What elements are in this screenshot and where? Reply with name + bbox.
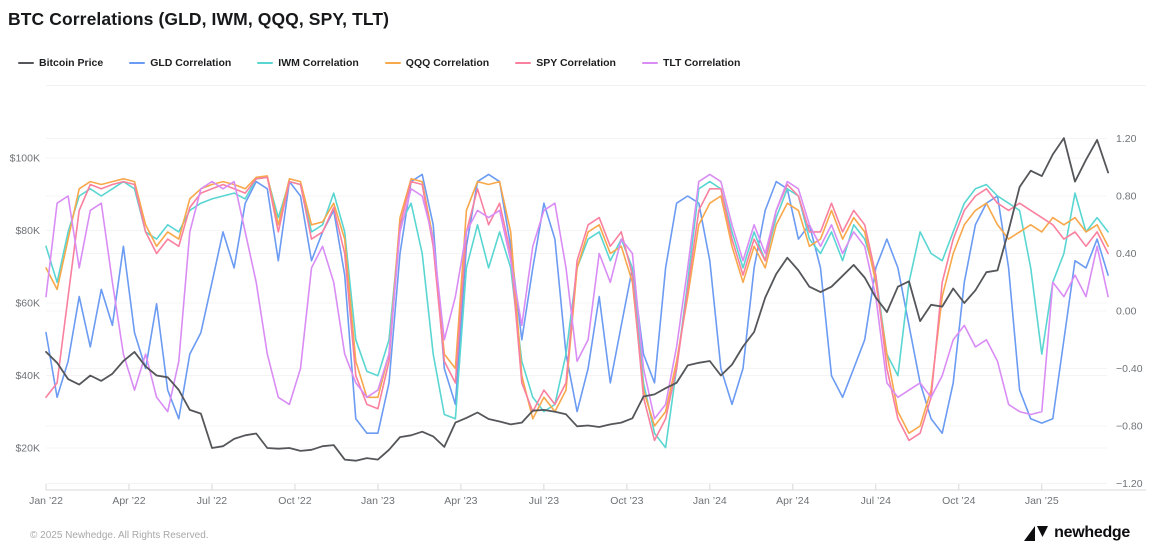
series-line-qqq: [45, 175, 1109, 435]
legend-item-bitcoin[interactable]: Bitcoin Price: [18, 57, 103, 69]
x-axis-label: Jan ’22: [29, 495, 63, 507]
legend-swatch-icon: [641, 61, 658, 65]
legend-item-label: GLD Correlation: [150, 57, 232, 69]
right-axis-label: 1.20: [1116, 133, 1137, 145]
legend-divider: [46, 85, 1146, 86]
legend-item-qqq[interactable]: QQQ Correlation: [384, 57, 490, 69]
legend-item-gld[interactable]: GLD Correlation: [129, 57, 231, 69]
x-axis-label: Apr ’24: [776, 495, 809, 507]
series-line-tlt: [45, 173, 1109, 420]
legend-swatch-icon: [18, 61, 34, 65]
left-axis-label: $100K: [10, 153, 40, 165]
legend-item-iwm[interactable]: IWM Correlation: [257, 57, 359, 69]
legend-swatch-icon: [257, 61, 274, 65]
right-axis-label: −1.20: [1116, 478, 1143, 490]
right-axis-label: −0.80: [1116, 421, 1143, 433]
legend-swatch-icon: [129, 61, 146, 65]
x-axis-label: Apr ’22: [112, 495, 145, 507]
legend-item-label: Bitcoin Price: [39, 57, 104, 69]
right-axis-label: −0.40: [1116, 363, 1143, 375]
legend-item-tlt[interactable]: TLT Correlation: [641, 57, 741, 69]
left-axis-label: $20K: [15, 443, 40, 455]
left-axis-label: $40K: [15, 370, 40, 382]
legend-item-label: TLT Correlation: [662, 57, 741, 69]
x-axis-label: Apr ’23: [444, 495, 477, 507]
legend-item-label: SPY Correlation: [536, 57, 616, 69]
right-axis-label: 0.80: [1116, 191, 1137, 203]
x-axis-label: Oct ’24: [942, 495, 975, 507]
right-axis-label: 0.40: [1116, 248, 1137, 260]
x-axis-label: Oct ’23: [610, 495, 643, 507]
right-axis-label: 0.00: [1116, 306, 1137, 318]
newhedge-logo-icon: [1024, 525, 1049, 541]
legend-item-label: IWM Correlation: [278, 57, 359, 69]
x-axis-label: Oct ’22: [278, 495, 311, 507]
legend-swatch-icon: [515, 61, 532, 65]
x-axis-label: Jul ’23: [529, 495, 560, 507]
page-title: BTC Correlations (GLD, IWM, QQQ, SPY, TL…: [8, 9, 390, 29]
legend-swatch-icon: [384, 61, 401, 65]
x-axis-label: Jul ’22: [197, 495, 228, 507]
copyright-text: © 2025 Newhedge. All Rights Reserved.: [30, 530, 209, 541]
left-axis-label: $60K: [15, 298, 40, 310]
legend-item-spy[interactable]: SPY Correlation: [515, 57, 616, 69]
legend: Bitcoin Price GLD Correlation IWM Correlat…: [18, 57, 740, 69]
left-axis-label: $80K: [15, 225, 40, 237]
brand-name: newhedge: [1054, 524, 1130, 541]
x-axis-label: Jan ’24: [693, 495, 727, 507]
series-line-gld: [45, 173, 1109, 435]
x-axis-label: Jan ’23: [361, 495, 395, 507]
series-line-bitcoin: [45, 137, 1109, 462]
brand-logo: newhedge: [1024, 524, 1130, 542]
x-axis-label: Jan ’25: [1025, 495, 1059, 507]
legend-item-label: QQQ Correlation: [405, 57, 490, 69]
x-axis-label: Jul ’24: [861, 495, 892, 507]
